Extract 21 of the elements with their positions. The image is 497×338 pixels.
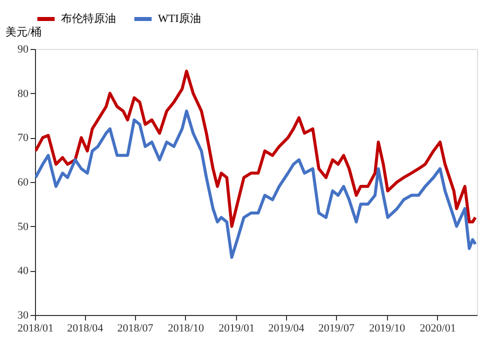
y-axis-title: 美元/桶	[6, 26, 42, 38]
x-tick-label: 2018/01	[17, 322, 54, 334]
y-tick-label: 40	[18, 265, 29, 278]
y-tick-label: 90	[18, 44, 29, 56]
x-tick-label: 2018/10	[168, 322, 204, 334]
legend-label: WTI原油	[158, 12, 201, 25]
y-tick-label: 50	[18, 220, 29, 233]
y-tick-label: 30	[18, 310, 29, 322]
line-series	[35, 110, 477, 259]
x-tick-label: 2019/10	[369, 322, 406, 334]
x-tick-label: 2020/01	[420, 322, 456, 334]
x-tick-label: 2018/07	[117, 322, 154, 334]
legend-label: 布伦特原油	[61, 12, 116, 25]
x-tick-label: 2019/01	[218, 322, 255, 334]
y-tick-label: 70	[18, 132, 29, 144]
x-tick-label: 2019/07	[318, 322, 355, 334]
y-tick-label: 80	[18, 88, 29, 100]
line-series	[35, 70, 477, 228]
x-tick-label: 2018/04	[67, 322, 104, 334]
x-tick-label: 2019/04	[268, 322, 305, 334]
y-tick-label: 60	[18, 176, 29, 188]
